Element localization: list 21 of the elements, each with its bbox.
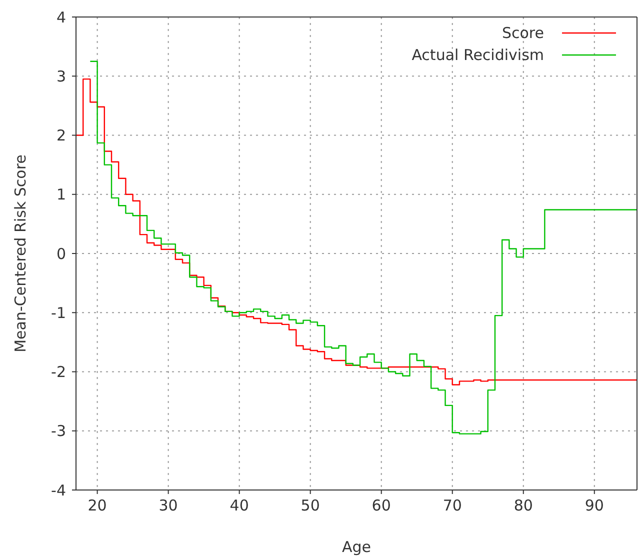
- y-tick-label: 2: [56, 126, 66, 145]
- legend-label: Score: [502, 24, 544, 42]
- x-tick-label: 60: [372, 496, 391, 515]
- x-tick-label: 80: [514, 496, 533, 515]
- x-tick-label: 90: [584, 496, 604, 515]
- y-tick-label: 0: [56, 244, 66, 263]
- x-tick-label: 50: [300, 496, 320, 515]
- y-tick-label: 3: [56, 67, 66, 86]
- legend-label: Actual Recidivism: [412, 46, 544, 64]
- y-tick-label: -2: [51, 363, 66, 382]
- y-tick-label: -4: [51, 481, 66, 500]
- y-tick-label: 1: [56, 186, 66, 204]
- y-axis-title: Mean-Centered Risk Score: [11, 154, 30, 352]
- x-tick-label: 20: [88, 496, 107, 515]
- y-tick-label: -3: [51, 422, 66, 440]
- y-tick-label: -1: [51, 304, 66, 322]
- x-tick-label: 70: [442, 496, 462, 515]
- x-tick-label: 40: [230, 496, 249, 515]
- x-axis-title: Age: [342, 538, 372, 556]
- y-tick-label: 4: [56, 8, 66, 26]
- x-tick-label: 30: [158, 496, 178, 515]
